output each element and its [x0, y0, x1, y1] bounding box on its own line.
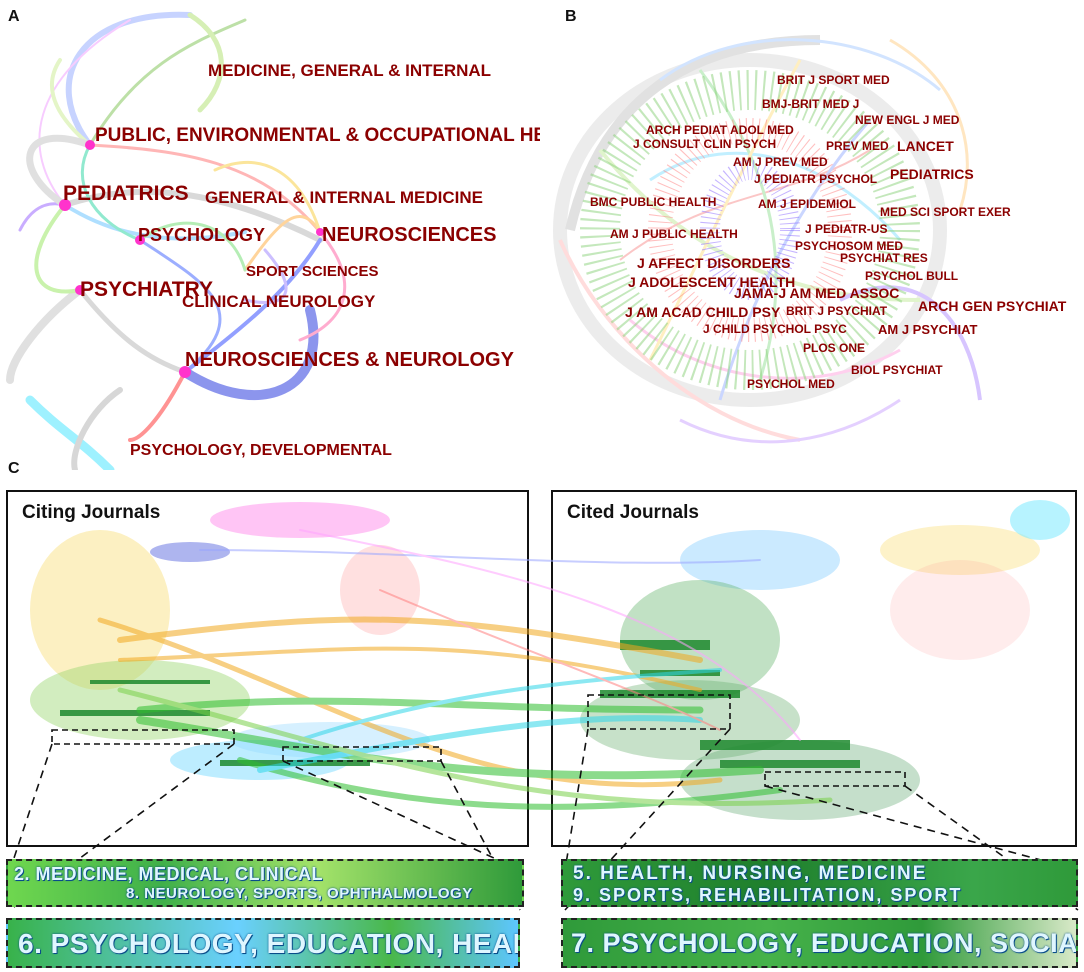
label-psychology-developmental: PSYCHOLOGY, DEVELOPMENTAL — [130, 442, 392, 459]
label-new-engl-j-med: NEW ENGL J MED — [855, 113, 960, 127]
label-general-internal-medicine: GENERAL & INTERNAL MEDICINE — [205, 188, 483, 207]
dual-map-overlay — [9, 500, 1079, 911]
label-medicine-general-internal: MEDICINE, GENERAL & INTERNAL — [208, 61, 491, 80]
label-j-pediatr-us: J PEDIATR-US — [805, 222, 887, 236]
panel-b-letter: B — [565, 8, 577, 25]
zoom-strip-right-bottom: 7. PSYCHOLOGY, EDUCATION, SOCIAL — [561, 918, 1078, 968]
label-biol-psychiat: BIOL PSYCHIAT — [851, 363, 943, 377]
zoom-strip-left-top: 2. MEDICINE, MEDICAL, CLINICAL 8. NEUROL… — [6, 859, 524, 907]
label-psychol-bull: PSYCHOL BULL — [865, 269, 958, 283]
zoom-label-psychology-education-social: 7. PSYCHOLOGY, EDUCATION, SOCIAL — [571, 928, 1078, 958]
label-lancet: LANCET — [897, 138, 954, 154]
cited-journals-box: Cited Journals — [551, 490, 1077, 847]
label-public-environmental-health: PUBLIC, ENVIRONMENTAL & OCCUPATIONAL HEA… — [95, 125, 540, 146]
label-j-adolescent-health: J ADOLESCENT HEALTH — [628, 274, 795, 290]
panel-b-network: BRIT J SPORT MED BMJ-BRIT MED J ARCH PED… — [553, 35, 1067, 444]
label-am-j-psychiat: AM J PSYCHIAT — [878, 322, 977, 337]
label-plos-one: PLOS ONE — [803, 341, 865, 355]
label-psychosom-med: PSYCHOSOM MED — [795, 239, 903, 253]
zoom-label-psychology-education-health: 6. PSYCHOLOGY, EDUCATION, HEALTH — [18, 928, 520, 959]
cited-journals-title: Cited Journals — [567, 502, 699, 523]
label-brit-j-psychiat: BRIT J PSYCHIAT — [786, 304, 888, 318]
label-neurosciences: NEUROSCIENCES — [322, 224, 496, 246]
label-jama: JAMA-J AM MED ASSOC — [734, 285, 899, 301]
zoom-strip-left-bottom: 6. PSYCHOLOGY, EDUCATION, HEALTH — [6, 918, 520, 968]
zoom-strip-right-top: 5. HEALTH, NURSING, MEDICINE 9. SPORTS, … — [561, 859, 1078, 907]
label-psychiatry: PSYCHIATRY — [80, 278, 213, 301]
label-prev-med: PREV MED — [826, 139, 889, 153]
label-am-j-public-health: AM J PUBLIC HEALTH — [610, 227, 738, 241]
label-j-pediatr-psychol: J PEDIATR PSYCHOL — [754, 172, 877, 186]
label-sport-sciences: SPORT SCIENCES — [246, 263, 379, 280]
label-j-am-acad-child-psy: J AM ACAD CHILD PSY — [625, 304, 781, 320]
zoom-label-health-nursing-medicine: 5. HEALTH, NURSING, MEDICINE — [573, 863, 928, 884]
label-am-j-prev-med: AM J PREV MED — [733, 155, 828, 169]
panel-a-letter: A — [8, 8, 20, 25]
label-bmj-brit-med-j: BMJ-BRIT MED J — [762, 97, 859, 111]
label-am-j-epidemiol: AM J EPIDEMIOL — [758, 197, 856, 211]
label-clinical-neurology: CLINICAL NEUROLOGY — [182, 292, 376, 311]
label-neurosciences-neurology: NEUROSCIENCES & NEUROLOGY — [185, 349, 515, 371]
label-brit-j-sport-med: BRIT J SPORT MED — [777, 73, 890, 87]
label-j-child-psychol-psyc: J CHILD PSYCHOL PSYC — [703, 322, 847, 336]
label-psychology: PSYCHOLOGY — [138, 225, 265, 245]
label-arch-gen-psychiat: ARCH GEN PSYCHIAT — [918, 298, 1067, 314]
label-psychiat-res: PSYCHIAT RES — [840, 251, 928, 265]
panel-c-letter: C — [8, 460, 20, 477]
zoom-label-medicine-medical-clinical: 2. MEDICINE, MEDICAL, CLINICAL — [14, 864, 324, 884]
label-j-affect-disorders: J AFFECT DISORDERS — [637, 255, 791, 271]
label-j-consult-clin-psych: J CONSULT CLIN PSYCH — [633, 137, 776, 151]
zoom-label-neurology-sports-ophthalmology: 8. NEUROLOGY, SPORTS, OPHTHALMOLOGY — [126, 885, 473, 902]
label-arch-pediat-adol-med: ARCH PEDIAT ADOL MED — [646, 123, 794, 137]
label-pediatrics-journal: PEDIATRICS — [890, 166, 974, 182]
label-bmc-public-health: BMC PUBLIC HEALTH — [590, 195, 716, 209]
label-psychol-med: PSYCHOL MED — [747, 377, 835, 391]
citing-journals-box: Citing Journals — [6, 490, 529, 847]
label-med-sci-sport-exer: MED SCI SPORT EXER — [880, 205, 1011, 219]
label-pediatrics: PEDIATRICS — [63, 182, 189, 205]
citing-journals-title: Citing Journals — [22, 502, 161, 523]
zoom-label-sports-rehabilitation-sport: 9. SPORTS, REHABILITATION, SPORT — [573, 885, 963, 905]
panel-a-network: MEDICINE, GENERAL & INTERNAL PUBLIC, ENV… — [6, 11, 540, 470]
